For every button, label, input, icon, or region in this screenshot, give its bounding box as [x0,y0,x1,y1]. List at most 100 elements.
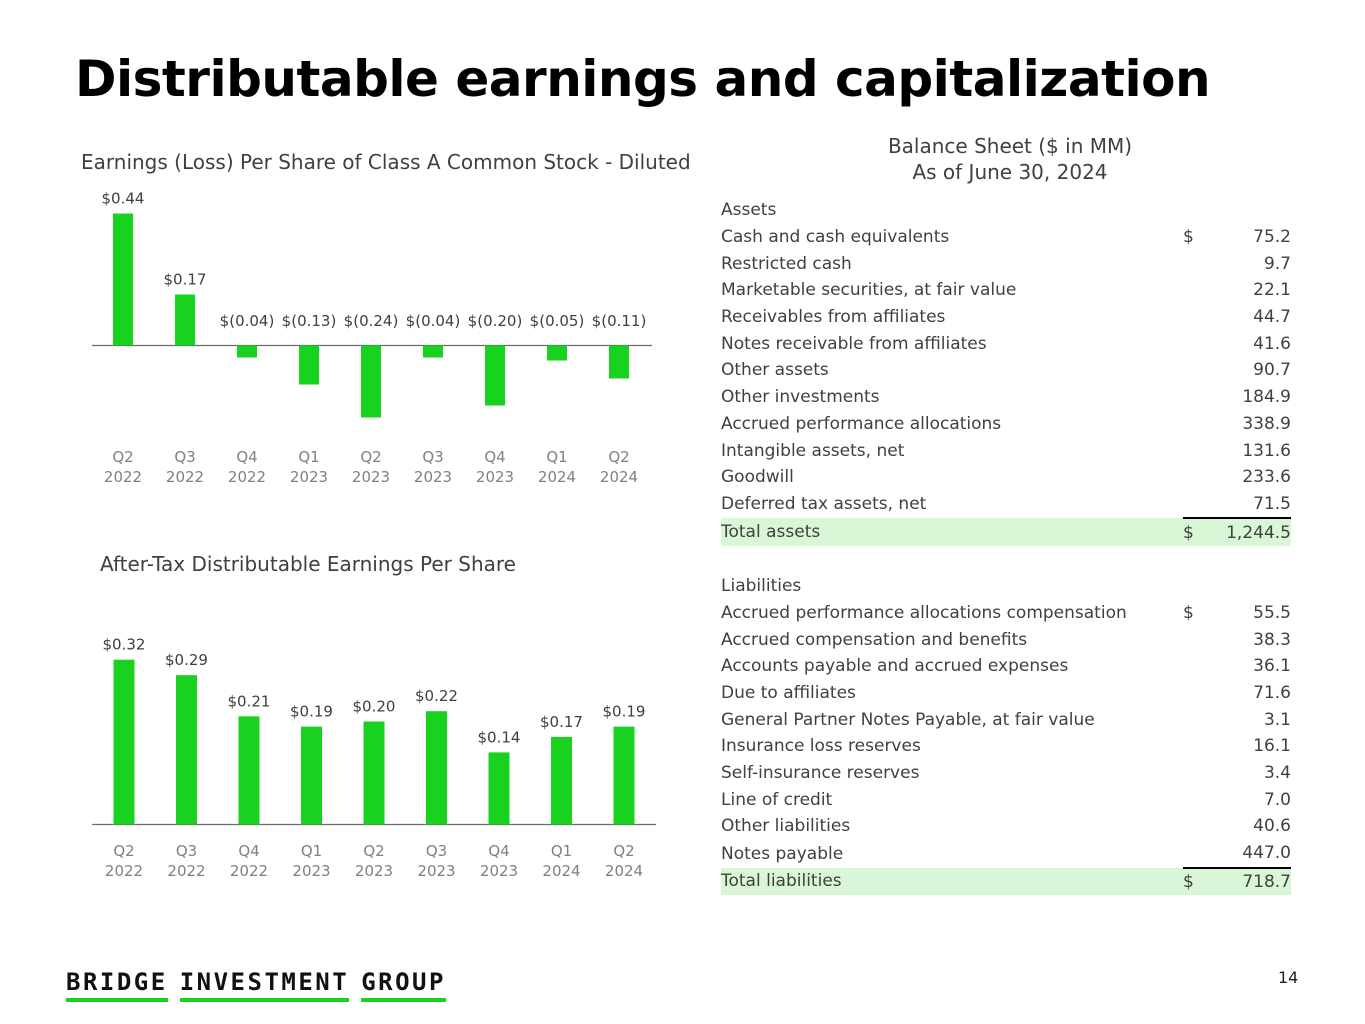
x-tick-quarter: Q1 [298,448,319,466]
x-tick-quarter: Q3 [174,448,195,466]
bar [613,726,635,825]
line-item-value: 3.1 [1263,709,1291,730]
x-tick-year: 2022 [167,862,205,880]
bar [361,345,381,418]
line-item-value: 44.7 [1253,307,1291,328]
x-tick-year: 2022 [230,862,268,880]
x-tick-year: 2022 [104,468,142,486]
data-label: $(0.13) [282,312,337,330]
line-item-row: Marketable securities, at fair value 22.1 [721,277,1291,304]
line-item-row: Notes payable 447.0 [721,840,1291,868]
total-row: Total liabilities $718.7 [721,866,1291,896]
x-tick-year: 2023 [290,468,328,486]
line-item-label: Other investments [721,387,880,408]
line-item-label: Total assets [721,518,1183,546]
line-item-row: Other liabilities 40.6 [721,813,1291,840]
eps-chart-title: Earnings (Loss) Per Share of Class A Com… [81,150,691,174]
bar [175,294,195,346]
x-tick-year: 2023 [476,468,514,486]
brand-word: BRIDGE [66,968,168,1002]
line-item-value: 9.7 [1263,253,1291,274]
x-tick-quarter: Q1 [551,842,572,860]
currency-symbol [1183,384,1213,411]
data-label: $(0.11) [592,312,647,330]
page-number: 14 [1278,968,1299,987]
currency-symbol [1183,813,1213,840]
currency-symbol [1183,680,1213,707]
line-item-label: Accounts payable and accrued expenses [721,656,1069,677]
currency-symbol [1183,304,1213,331]
currency-symbol [1183,250,1213,277]
data-label: $(0.24) [344,312,399,330]
x-tick-quarter: Q4 [238,842,259,860]
line-item-value: 75.2 [1253,227,1291,248]
data-label: $(0.04) [406,312,461,330]
data-label: $0.19 [290,703,333,721]
bar [113,213,133,346]
line-item-value: 55.5 [1253,602,1291,623]
line-item-row: Accrued performance allocations compensa… [721,600,1291,627]
currency-symbol [1183,733,1213,760]
currency-symbol [1183,357,1213,384]
x-tick-year: 2024 [600,468,638,486]
line-item-value: 71.5 [1253,493,1291,514]
x-tick-quarter: Q2 [608,448,629,466]
currency-symbol [1183,491,1213,519]
brand-logo: BRIDGE INVESTMENT GROUP [66,968,446,1002]
line-item-label: Due to affiliates [721,683,856,704]
currency-symbol: $ [1183,602,1194,623]
line-item-label: Total liabilities [721,867,1183,896]
line-item-row: Accrued performance allocations 338.9 [721,411,1291,438]
line-item-value: 71.6 [1253,683,1291,704]
bar [176,675,197,825]
line-item-row: Self-insurance reserves 3.4 [721,760,1291,787]
x-tick-year: 2023 [417,862,455,880]
bar [299,345,319,385]
currency-symbol: $ [1183,227,1194,248]
line-item-value: 22.1 [1253,280,1291,301]
line-item-row: Notes receivable from affiliates 41.6 [721,330,1291,357]
line-item-label: Deferred tax assets, net [721,494,927,515]
x-tick-year: 2023 [414,468,452,486]
distributable-earnings-chart: $0.32 Q2 2022 $0.29 Q3 2022 $0.21 Q4 2022 $0.19 Q1… [92,636,656,880]
data-label: $0.14 [478,728,521,746]
currency-symbol [1183,653,1213,680]
line-item-row: Accrued compensation and benefits 38.3 [721,626,1291,653]
currency-symbol [1183,760,1213,787]
line-item-row: Other investments 184.9 [721,384,1291,411]
line-item-value: 90.7 [1253,360,1291,381]
line-item-value: 184.9 [1242,387,1291,408]
section-spacer [721,546,1291,573]
x-tick-quarter: Q3 [426,842,447,860]
x-tick-quarter: Q2 [363,842,384,860]
liabilities-section-header-label: Liabilities [721,576,802,597]
currency-symbol: $ [1183,866,1213,896]
line-item-value: 233.6 [1242,467,1291,488]
x-tick-year: 2023 [292,862,330,880]
x-tick-quarter: Q2 [113,842,134,860]
currency-symbol [1183,706,1213,733]
data-label: $(0.05) [530,312,585,330]
spacer-cell [721,546,1291,573]
line-item-label: Receivables from affiliates [721,307,946,328]
line-item-row: Due to affiliates 71.6 [721,680,1291,707]
line-item-value: 16.1 [1253,736,1291,757]
data-label: $(0.04) [220,312,275,330]
currency-symbol [1183,786,1213,813]
currency-symbol [1183,464,1213,491]
brand-word: INVESTMENT [179,968,350,1002]
line-item-value: 38.3 [1253,629,1291,650]
data-label: $0.17 [540,713,583,731]
bar [423,345,443,358]
line-item-label: Notes payable [721,843,844,864]
x-tick-quarter: Q4 [484,448,505,466]
currency-symbol [1183,840,1213,868]
line-item-value: 7.0 [1263,789,1291,810]
data-label: $0.19 [603,703,646,721]
data-label: $0.32 [103,636,146,654]
liabilities-section-header: Liabilities [721,573,1291,600]
line-item-label: Line of credit [721,789,833,810]
balance-sheet-table: Assets Cash and cash equivalents $75.2 Rest… [721,197,1291,896]
data-label: $(0.20) [468,312,523,330]
x-tick-year: 2022 [228,468,266,486]
